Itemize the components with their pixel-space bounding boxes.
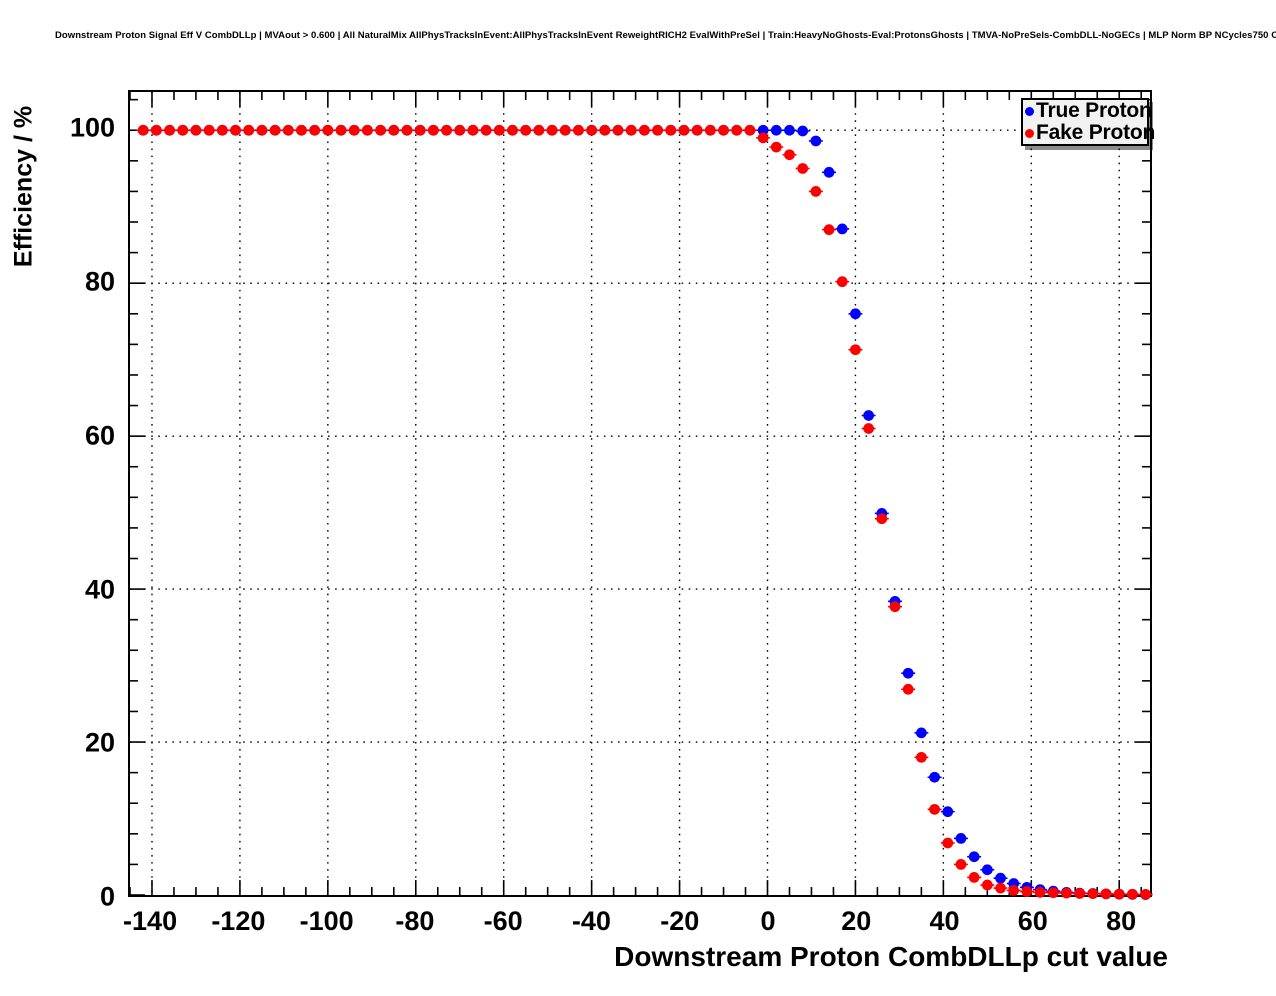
y-tick-label: 60: [84, 420, 115, 451]
y-tick-label: 0: [99, 881, 115, 912]
x-tick-label: -20: [660, 906, 700, 936]
legend[interactable]: True Proton Fake Proton: [1021, 98, 1155, 146]
x-tick-label: -100: [299, 906, 354, 936]
series-fake-proton: [136, 124, 1153, 900]
legend-marker-icon-fake-proton: [1025, 128, 1034, 138]
legend-label-fake-proton: Fake Proton: [1036, 121, 1156, 144]
legend-label-true-proton: True Proton: [1036, 99, 1152, 122]
x-tick-label: 80: [1106, 906, 1137, 936]
plot-title: Downstream Proton Signal Eff V CombDLLp …: [55, 30, 1276, 41]
y-tick-label: 80: [84, 266, 115, 297]
data-markers: [136, 124, 1153, 900]
series-true-proton: [136, 124, 1153, 900]
plot-frame: [128, 90, 1153, 900]
axis-ticks: [129, 92, 1150, 896]
x-tick-label: 60: [1017, 906, 1048, 936]
x-tick-label: -80: [395, 906, 435, 936]
legend-item-fake-proton[interactable]: Fake Proton: [1025, 122, 1155, 144]
x-tick-label: -120: [211, 906, 266, 936]
y-axis-title: Efficiency / %: [9, 105, 38, 268]
x-tick-label: 40: [929, 906, 960, 936]
y-tick-label: 20: [84, 727, 115, 758]
legend-marker-icon-true-proton: [1025, 106, 1034, 116]
y-tick-label: 100: [69, 112, 115, 143]
x-tick-label: 0: [760, 906, 776, 936]
y-tick-label: 40: [84, 574, 115, 605]
x-tick-label: -140: [123, 906, 178, 936]
x-tick-label: -60: [483, 906, 523, 936]
x-tick-label: 20: [841, 906, 872, 936]
x-tick-label: -40: [571, 906, 611, 936]
x-axis-title: Downstream Proton CombDLLp cut value: [614, 941, 1168, 972]
legend-item-true-proton[interactable]: True Proton: [1025, 100, 1152, 122]
